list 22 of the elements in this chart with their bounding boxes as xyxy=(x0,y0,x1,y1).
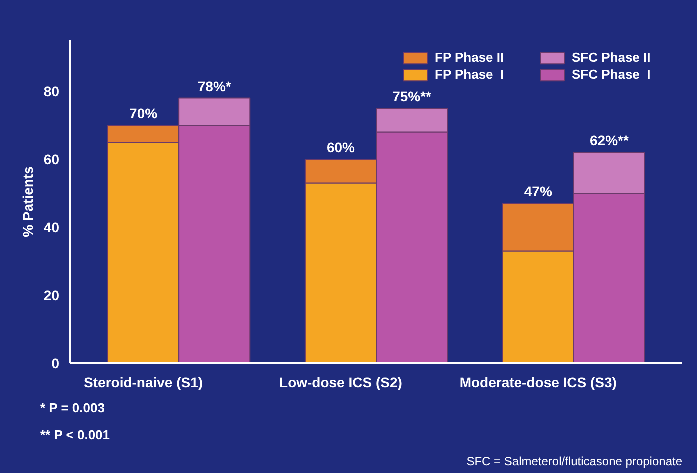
text: SFC = Salmeterol/fluticasone propionate xyxy=(466,454,683,468)
y-axis-title: % Patients xyxy=(20,166,36,238)
legend-label: SFC Phase I xyxy=(572,67,652,82)
legend-label: SFC Phase II xyxy=(572,50,652,65)
total-label: 75%** xyxy=(392,88,432,104)
y-tick-label: 20 xyxy=(44,288,60,304)
y-tick-label: 40 xyxy=(44,220,60,236)
total-label: 60% xyxy=(326,140,356,156)
x-tick-label: Steroid-naive (S1) xyxy=(84,374,204,390)
legend-label: FP Phase I xyxy=(435,67,506,82)
y-tick-label: 0 xyxy=(52,356,60,372)
x-tick-label: Moderate-dose ICS (S3) xyxy=(460,374,617,390)
total-label: 70% xyxy=(130,106,158,122)
y-tick-label: 80 xyxy=(44,84,60,100)
legend-label: FP Phase II xyxy=(435,50,506,65)
y-tick-label: 60 xyxy=(44,152,60,168)
total-label: 47% xyxy=(524,184,553,200)
x-tick-label: Low-dose ICS (S2) xyxy=(280,374,402,390)
text: ** P < 0.001 xyxy=(40,428,110,442)
text: * P = 0.003 xyxy=(40,400,105,416)
total-label: 78%* xyxy=(198,78,232,94)
total-label: 62%** xyxy=(590,132,630,149)
